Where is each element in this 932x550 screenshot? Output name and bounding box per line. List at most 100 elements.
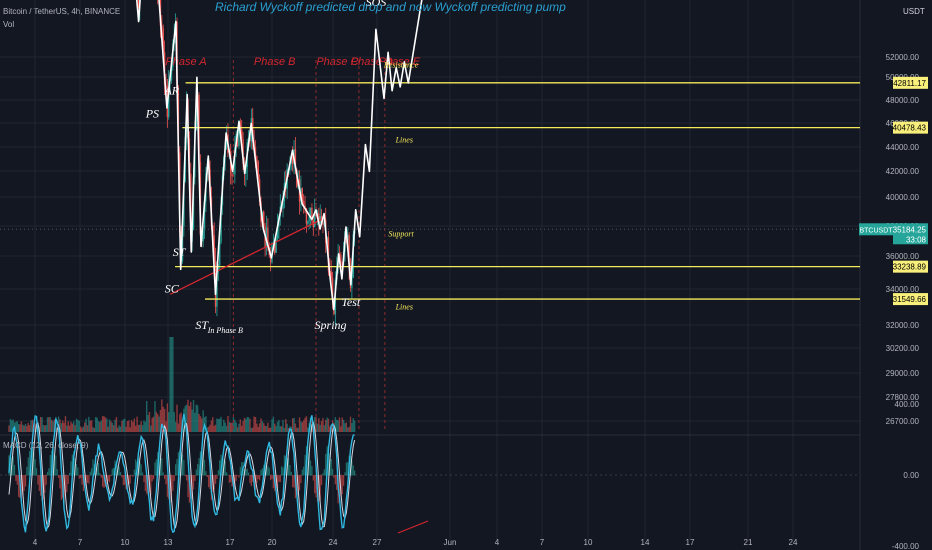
macd-histogram-bar (219, 460, 221, 476)
candle-body (274, 242, 276, 253)
macd-histogram-bar (341, 475, 343, 495)
volume-bar (195, 404, 197, 432)
macd-histogram-bar (53, 454, 56, 476)
volume-bar (77, 419, 79, 432)
macd-histogram-bar (48, 468, 50, 476)
macd-histogram-bar (70, 461, 72, 476)
volume-bar (336, 419, 338, 432)
candle-body (302, 200, 305, 206)
volume-bar (301, 422, 304, 432)
volume-bar (199, 416, 202, 432)
candle-body (234, 147, 236, 175)
macd-histogram-bar (155, 459, 157, 476)
volume-bar (154, 401, 156, 432)
price-tick-label: 27800.00 (886, 393, 920, 402)
volume-bar (344, 423, 346, 432)
macd-histogram-bar (164, 475, 166, 479)
volume-bar (101, 416, 104, 432)
level-price-tag-bg (893, 293, 928, 306)
currency-label[interactable]: USDT (903, 7, 925, 16)
volume-bar (64, 416, 67, 432)
volume-bar (170, 337, 173, 432)
macd-histogram-bar (144, 475, 146, 492)
volume-bar (305, 416, 308, 432)
level-price-tag: 42811.17 (893, 79, 926, 88)
volume-bar (82, 426, 85, 432)
volume-bar (49, 417, 52, 432)
volume-bar (122, 419, 124, 432)
volume-bar (63, 422, 65, 432)
macd-histogram-bar (252, 475, 254, 482)
volume-bar (334, 417, 337, 432)
volume-bar (148, 411, 151, 432)
candle-body (340, 254, 342, 265)
macd-histogram-bar (113, 467, 115, 476)
phase-label: Phase C (316, 56, 358, 68)
volume-bar (192, 399, 195, 432)
macd-histogram-bar (319, 475, 321, 500)
macd-histogram-bar (34, 459, 36, 476)
level-price-tag: 31549.66 (893, 295, 927, 304)
macd-histogram-bar (100, 475, 102, 478)
volume-bar (81, 427, 83, 432)
volume-bar (140, 421, 142, 432)
volume-bar (221, 426, 224, 432)
volume-bar (71, 423, 74, 432)
volume-bar (158, 416, 160, 432)
volume-bar (235, 422, 237, 432)
volume-bar (107, 426, 109, 432)
volume-bar (348, 426, 350, 432)
volume-bar (44, 425, 46, 432)
macd-histogram-bar (314, 475, 316, 494)
volume-bar (185, 404, 188, 432)
candle-body (263, 211, 265, 227)
macd-histogram-bar (82, 475, 84, 492)
macd-histogram-bar (71, 454, 73, 476)
volume-bars (8, 337, 356, 432)
candle-body (239, 121, 242, 130)
macd-histogram-bar (177, 452, 179, 476)
macd-histogram-bar (181, 454, 184, 476)
macd-histogram-bar (133, 469, 135, 476)
macd-histogram-bar (46, 471, 49, 476)
macd-histogram-bar (301, 469, 303, 476)
volume-bar (16, 421, 18, 432)
macd-histogram-bar (126, 475, 129, 490)
volume-bar (27, 422, 29, 432)
volume-bar (180, 412, 182, 432)
macd-histogram-bar (45, 475, 47, 485)
volume-bar (17, 423, 20, 432)
macd-histogram-bar (121, 475, 123, 478)
macd-histogram-bar (296, 475, 298, 497)
symbol-line[interactable]: Bitcoin / TetherUS, 4h, BINANCE (3, 7, 121, 16)
price-candles (137, 0, 356, 326)
macd-histogram-bar (315, 475, 317, 498)
price-axis: 52000.0050000.0048000.0046000.0044000.00… (859, 53, 928, 550)
volume-bar (169, 337, 171, 432)
macd-histogram-bar (38, 475, 40, 492)
volume-bar (280, 426, 283, 432)
macd-histogram-bar (176, 459, 178, 476)
annotation-label: SOS (366, 0, 387, 9)
volume-bar (337, 420, 339, 432)
volume-bar (173, 412, 175, 432)
volume-bar (338, 417, 341, 432)
volume-bar (99, 422, 101, 432)
volume-bar (325, 420, 327, 432)
volume-bar (119, 426, 122, 432)
macd-histogram-bar (146, 475, 148, 494)
volume-bar (137, 424, 140, 432)
macd-histogram-bar (217, 470, 219, 476)
macd-histogram-bar (245, 469, 247, 476)
candle-body (216, 272, 218, 307)
volume-bar (263, 423, 265, 432)
volume-bar (67, 421, 69, 432)
volume-bar (42, 425, 45, 432)
volume-bar (224, 422, 226, 432)
volume-bar (264, 425, 266, 432)
macd-histogram-bar (246, 468, 248, 476)
candle-body (313, 211, 316, 228)
volume-bar (293, 417, 295, 432)
